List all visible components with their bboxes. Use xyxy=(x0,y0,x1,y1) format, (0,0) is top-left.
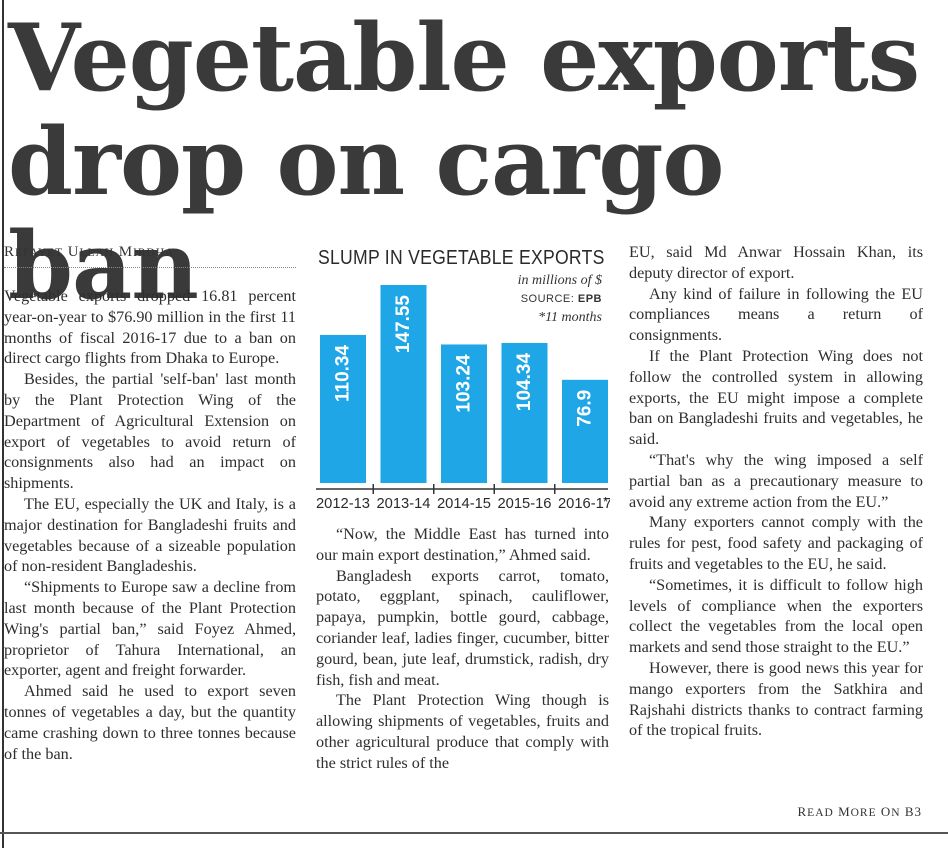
paragraph: If the Plant Protection Wing does not fo… xyxy=(629,346,923,449)
chart-unit: in millions of $ xyxy=(517,273,602,288)
paragraph: EU, said Md Anwar Hossain Khan, its depu… xyxy=(629,243,923,282)
bar xyxy=(441,344,487,483)
paragraph: Ahmed said he used to export seven tonne… xyxy=(4,682,296,763)
paragraph: Bangladesh exports carrot, tomato, potat… xyxy=(316,566,609,689)
paragraph: However, there is good news this year fo… xyxy=(629,658,923,740)
chart-title: SLUMP IN VEGETABLE EXPORTS xyxy=(318,247,605,269)
x-tick-label: 2015-16 xyxy=(498,496,552,512)
bar-value-label: 104.34 xyxy=(514,353,535,412)
paragraph: The Plant Protection Wing though is allo… xyxy=(316,691,609,772)
chart-source: SOURCE: EPB xyxy=(520,293,602,305)
paragraph: “Now, the Middle East has turned into ou… xyxy=(316,525,609,564)
x-tick-label: 2013-14 xyxy=(377,496,431,512)
bar-chart: 110.34 147.55 103.24 104.34 76.9 2012-13 2013-… xyxy=(316,284,610,512)
paragraph: Many exporters cannot comply with the ru… xyxy=(629,513,923,573)
paragraph: “Shipments to Europe saw a decline from … xyxy=(4,578,296,680)
article-column-2: “Now, the Middle East has turned into ou… xyxy=(316,524,609,774)
left-rule xyxy=(2,0,4,848)
chart-note: *11 months xyxy=(538,310,602,325)
bar-value-label: 103.24 xyxy=(454,354,475,413)
paragraph: Vegetable exports dropped 16.81 percent … xyxy=(4,287,296,368)
bar-value-label: 110.34 xyxy=(333,345,354,402)
article-column-1: Vegetable exports dropped 16.81 percent … xyxy=(4,286,296,764)
headline-line-1: Vegetable exports xyxy=(8,3,920,112)
bottom-rule xyxy=(0,832,948,834)
article-column-3: EU, said Md Anwar Hossain Khan, its depu… xyxy=(629,242,923,741)
byline: REFAYET ULLAH MIRDHA xyxy=(4,244,296,268)
headline: Vegetable exports drop on cargo ban xyxy=(8,6,938,318)
paragraph: Any kind of failure in following the EU … xyxy=(629,284,923,345)
bar xyxy=(320,334,366,483)
bar-value-label: 76.9 xyxy=(575,390,596,427)
x-tick-label: 2014-15 xyxy=(437,496,491,512)
bar xyxy=(562,379,608,483)
bar-value-label: 147.55 xyxy=(393,295,414,354)
bar xyxy=(501,342,548,483)
bar xyxy=(380,284,427,483)
x-tick-label: 2012-13 xyxy=(316,496,370,512)
paragraph: “That's why the wing imposed a self part… xyxy=(629,450,923,511)
paragraph: The EU, especially the UK and Italy, is … xyxy=(4,494,296,576)
paragraph: “Sometimes, it is difficult to follow hi… xyxy=(629,575,923,657)
read-more-link[interactable]: READ MORE ON B3 xyxy=(797,804,922,819)
x-tick-label: 2016-17 xyxy=(558,496,610,512)
footnote-marker: * xyxy=(603,494,608,509)
headline-line-2: drop on cargo ban xyxy=(8,107,724,320)
paragraph: Besides, the partial 'self-ban' last mon… xyxy=(4,370,296,493)
